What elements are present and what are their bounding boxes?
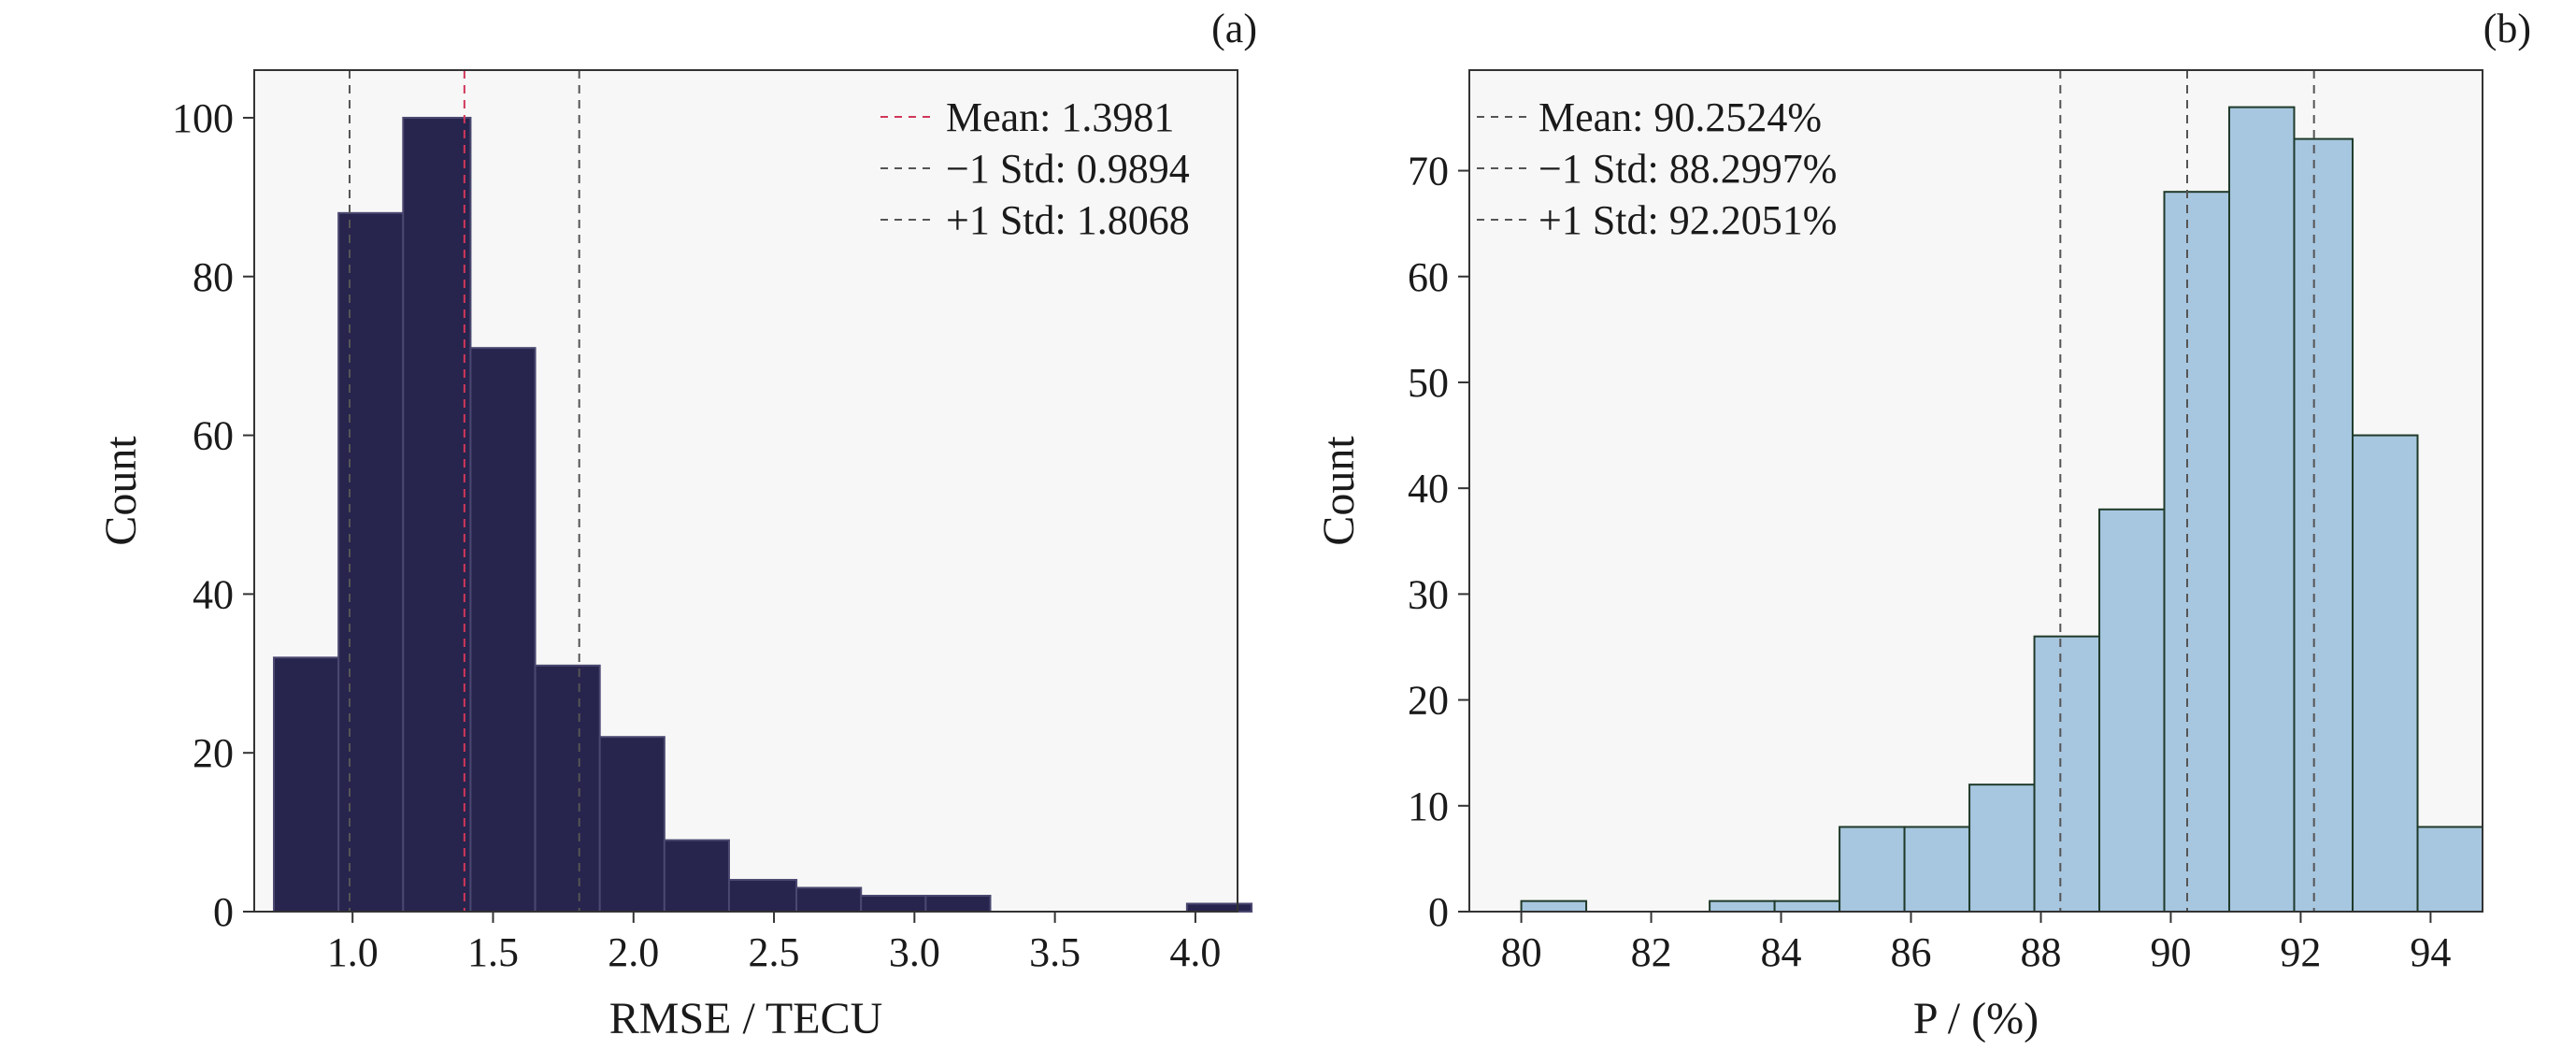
panel-b-y-tick-label-4: 40	[1408, 466, 1449, 511]
panel-a-bar-0	[273, 656, 340, 913]
panel-b-bar-4	[1773, 899, 1841, 913]
panel-b-x-axis-title: P / (%)	[1913, 994, 2039, 1043]
panel-b-bar-13	[2352, 434, 2419, 913]
panel-b-bar-5	[1839, 826, 1906, 913]
legend-b-mean-label: Mean: 90.2524%	[1538, 94, 1822, 140]
panel-b-y-tick-label-5: 50	[1408, 360, 1449, 406]
panel-a-y-tick-label-4: 80	[193, 254, 234, 300]
panel-b-bar-10	[2163, 191, 2231, 913]
panel-b-bar-0	[1520, 899, 1588, 913]
legend-a-minus-std-label: −1 Std: 0.9894	[946, 146, 1190, 192]
panel-b-y-tick-label-7: 70	[1408, 149, 1449, 194]
panel-a-legend: Mean: 1.3981 −1 Std: 0.9894 +1 Std: 1.80…	[880, 94, 1190, 243]
panel-a-x-axis: 1.0 1.5 2.0 2.5 3.0 3.5 4.0	[327, 912, 1221, 975]
panel-b-bar-14	[2416, 826, 2484, 913]
panel-b-y-tick-label-0: 0	[1428, 889, 1449, 935]
panel-a-y-tick-label-1: 20	[193, 730, 234, 776]
panel-b-frame	[1468, 69, 2483, 913]
legend-a-mean-label: Mean: 1.3981	[946, 94, 1174, 140]
panel-b-x-axis-title-text: P / (%)	[1913, 994, 2039, 1043]
panel-a-bar-1	[337, 211, 405, 913]
panel-a-y-axis: 0 20 40 60 80 100	[172, 95, 254, 935]
panel-a-bar-8	[795, 886, 863, 913]
panel-b-reference-lines	[2059, 70, 2315, 912]
panel-b-histogram: (b) 80 82 84 86 88 90 92 94 0 10 20 30 40 50 60 70 P /…	[1314, 6, 2531, 1043]
panel-b-y-axis: 0 10 20 30 40 50 60 70	[1408, 149, 1469, 935]
panel-a-x-tick-label-0: 1.0	[327, 929, 379, 975]
legend-a-plus-std-label: +1 Std: 1.8068	[946, 197, 1190, 243]
panel-a-x-tick-label-3: 2.5	[749, 929, 800, 975]
panel-a-bar-5	[598, 736, 665, 913]
panel-a-y-axis-title: Count	[96, 436, 146, 546]
panel-b-x-tick-label-1: 82	[1631, 929, 1672, 975]
panel-a-frame	[253, 69, 1238, 913]
panel-a-x-tick-label-6: 4.0	[1169, 929, 1221, 975]
panel-b-bar-3	[1709, 899, 1776, 913]
panel-a-reference-lines	[349, 70, 580, 912]
panel-b-y-tick-label-1: 10	[1408, 784, 1449, 829]
panel-b-x-tick-label-4: 88	[2020, 929, 2061, 975]
panel-a-bar-4	[534, 664, 601, 913]
panel-a-bar-14	[1185, 902, 1253, 913]
panel-b-x-tick-label-6: 92	[2280, 929, 2321, 975]
panel-b-bar-12	[2293, 137, 2354, 913]
panel-a-bar-9	[860, 895, 927, 913]
panel-b-legend: Mean: 90.2524% −1 Std: 88.2997% +1 Std: …	[1477, 94, 1837, 243]
panel-a-histogram: (a) 1.0 1.5 2.0 2.5 3.0 3.5 4.0 0 20 40 60 80 100 R…	[96, 6, 1257, 1043]
panel-a-x-axis-title: RMSE / TECU	[609, 994, 883, 1043]
panel-b-bar-8	[2033, 635, 2101, 913]
panel-b-bar-11	[2228, 106, 2296, 913]
panel-b-y-axis-title: Count	[1314, 436, 1364, 546]
panel-a-x-tick-label-5: 3.5	[1029, 929, 1080, 975]
panel-b-bar-9	[2098, 508, 2166, 913]
panel-a-bar-3	[469, 347, 537, 913]
panel-a-x-tick-label-2: 2.0	[608, 929, 659, 975]
panel-b-x-tick-label-3: 86	[1891, 929, 1932, 975]
panel-a-y-tick-label-0: 0	[213, 889, 234, 935]
panel-b-x-tick-label-0: 80	[1501, 929, 1542, 975]
panel-a-label: (a)	[1211, 6, 1257, 51]
panel-b-y-tick-label-6: 60	[1408, 254, 1449, 300]
panel-b-x-tick-label-7: 94	[2410, 929, 2451, 975]
panel-a-bar-7	[727, 879, 798, 913]
panel-a-bars	[273, 116, 1253, 913]
panel-b-bar-6	[1903, 826, 1971, 913]
panel-a-bar-10	[924, 895, 992, 913]
panel-a-bar-2	[402, 116, 472, 913]
panel-b-y-tick-label-2: 20	[1408, 678, 1449, 724]
panel-a-x-tick-label-4: 3.0	[889, 929, 940, 975]
panel-b-y-tick-label-3: 30	[1408, 571, 1449, 617]
panel-a-y-tick-label-2: 40	[193, 571, 234, 617]
panel-b-label: (b)	[2483, 6, 2531, 51]
panel-b-x-tick-label-5: 90	[2150, 929, 2191, 975]
panel-b-x-tick-label-2: 84	[1761, 929, 1802, 975]
panel-a-bar-6	[663, 839, 730, 913]
panel-b-x-axis: 80 82 84 86 88 90 92 94	[1501, 912, 2451, 975]
panel-b-bars	[1520, 106, 2484, 913]
panel-a-y-tick-label-5: 100	[172, 95, 234, 141]
legend-b-plus-std-label: +1 Std: 92.2051%	[1538, 197, 1837, 243]
legend-b-minus-std-label: −1 Std: 88.2997%	[1538, 146, 1837, 192]
panel-a-x-tick-label-1: 1.5	[467, 929, 519, 975]
panel-b-bar-7	[1968, 784, 2036, 913]
panel-a-y-tick-label-3: 60	[193, 413, 234, 459]
